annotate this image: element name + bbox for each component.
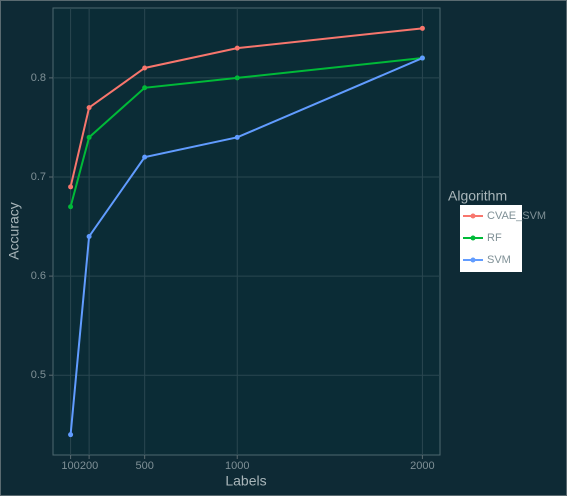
y-tick-label: 0.7 bbox=[31, 171, 46, 183]
legend-title: Algorithm bbox=[448, 188, 507, 204]
point bbox=[142, 65, 148, 71]
legend-key-point bbox=[470, 213, 476, 219]
x-tick-label: 100 bbox=[61, 460, 79, 472]
point bbox=[419, 55, 425, 61]
point bbox=[86, 105, 92, 111]
point bbox=[86, 233, 92, 239]
y-tick-label: 0.8 bbox=[31, 72, 46, 84]
point bbox=[68, 204, 74, 210]
y-axis-title: Accuracy bbox=[6, 202, 22, 260]
x-axis-title: Labels bbox=[225, 473, 266, 489]
legend-key-point bbox=[470, 235, 476, 241]
point bbox=[234, 75, 240, 81]
point bbox=[419, 25, 425, 31]
point bbox=[68, 184, 74, 190]
legend-label: CVAE_SVM bbox=[487, 210, 546, 222]
point bbox=[86, 134, 92, 140]
legend-label: RF bbox=[487, 232, 502, 244]
point bbox=[68, 432, 74, 438]
x-tick-label: 200 bbox=[80, 460, 98, 472]
y-tick-label: 0.5 bbox=[31, 369, 46, 381]
y-tick-label: 0.6 bbox=[31, 270, 46, 282]
legend-key-point bbox=[470, 257, 476, 263]
panel bbox=[52, 7, 441, 456]
point bbox=[142, 85, 148, 91]
x-tick-label: 500 bbox=[135, 460, 153, 472]
x-tick-label: 2000 bbox=[410, 460, 434, 472]
x-tick-label: 1000 bbox=[225, 460, 249, 472]
point bbox=[142, 154, 148, 160]
legend-label: SVM bbox=[487, 254, 511, 266]
point bbox=[234, 45, 240, 51]
point bbox=[234, 134, 240, 140]
